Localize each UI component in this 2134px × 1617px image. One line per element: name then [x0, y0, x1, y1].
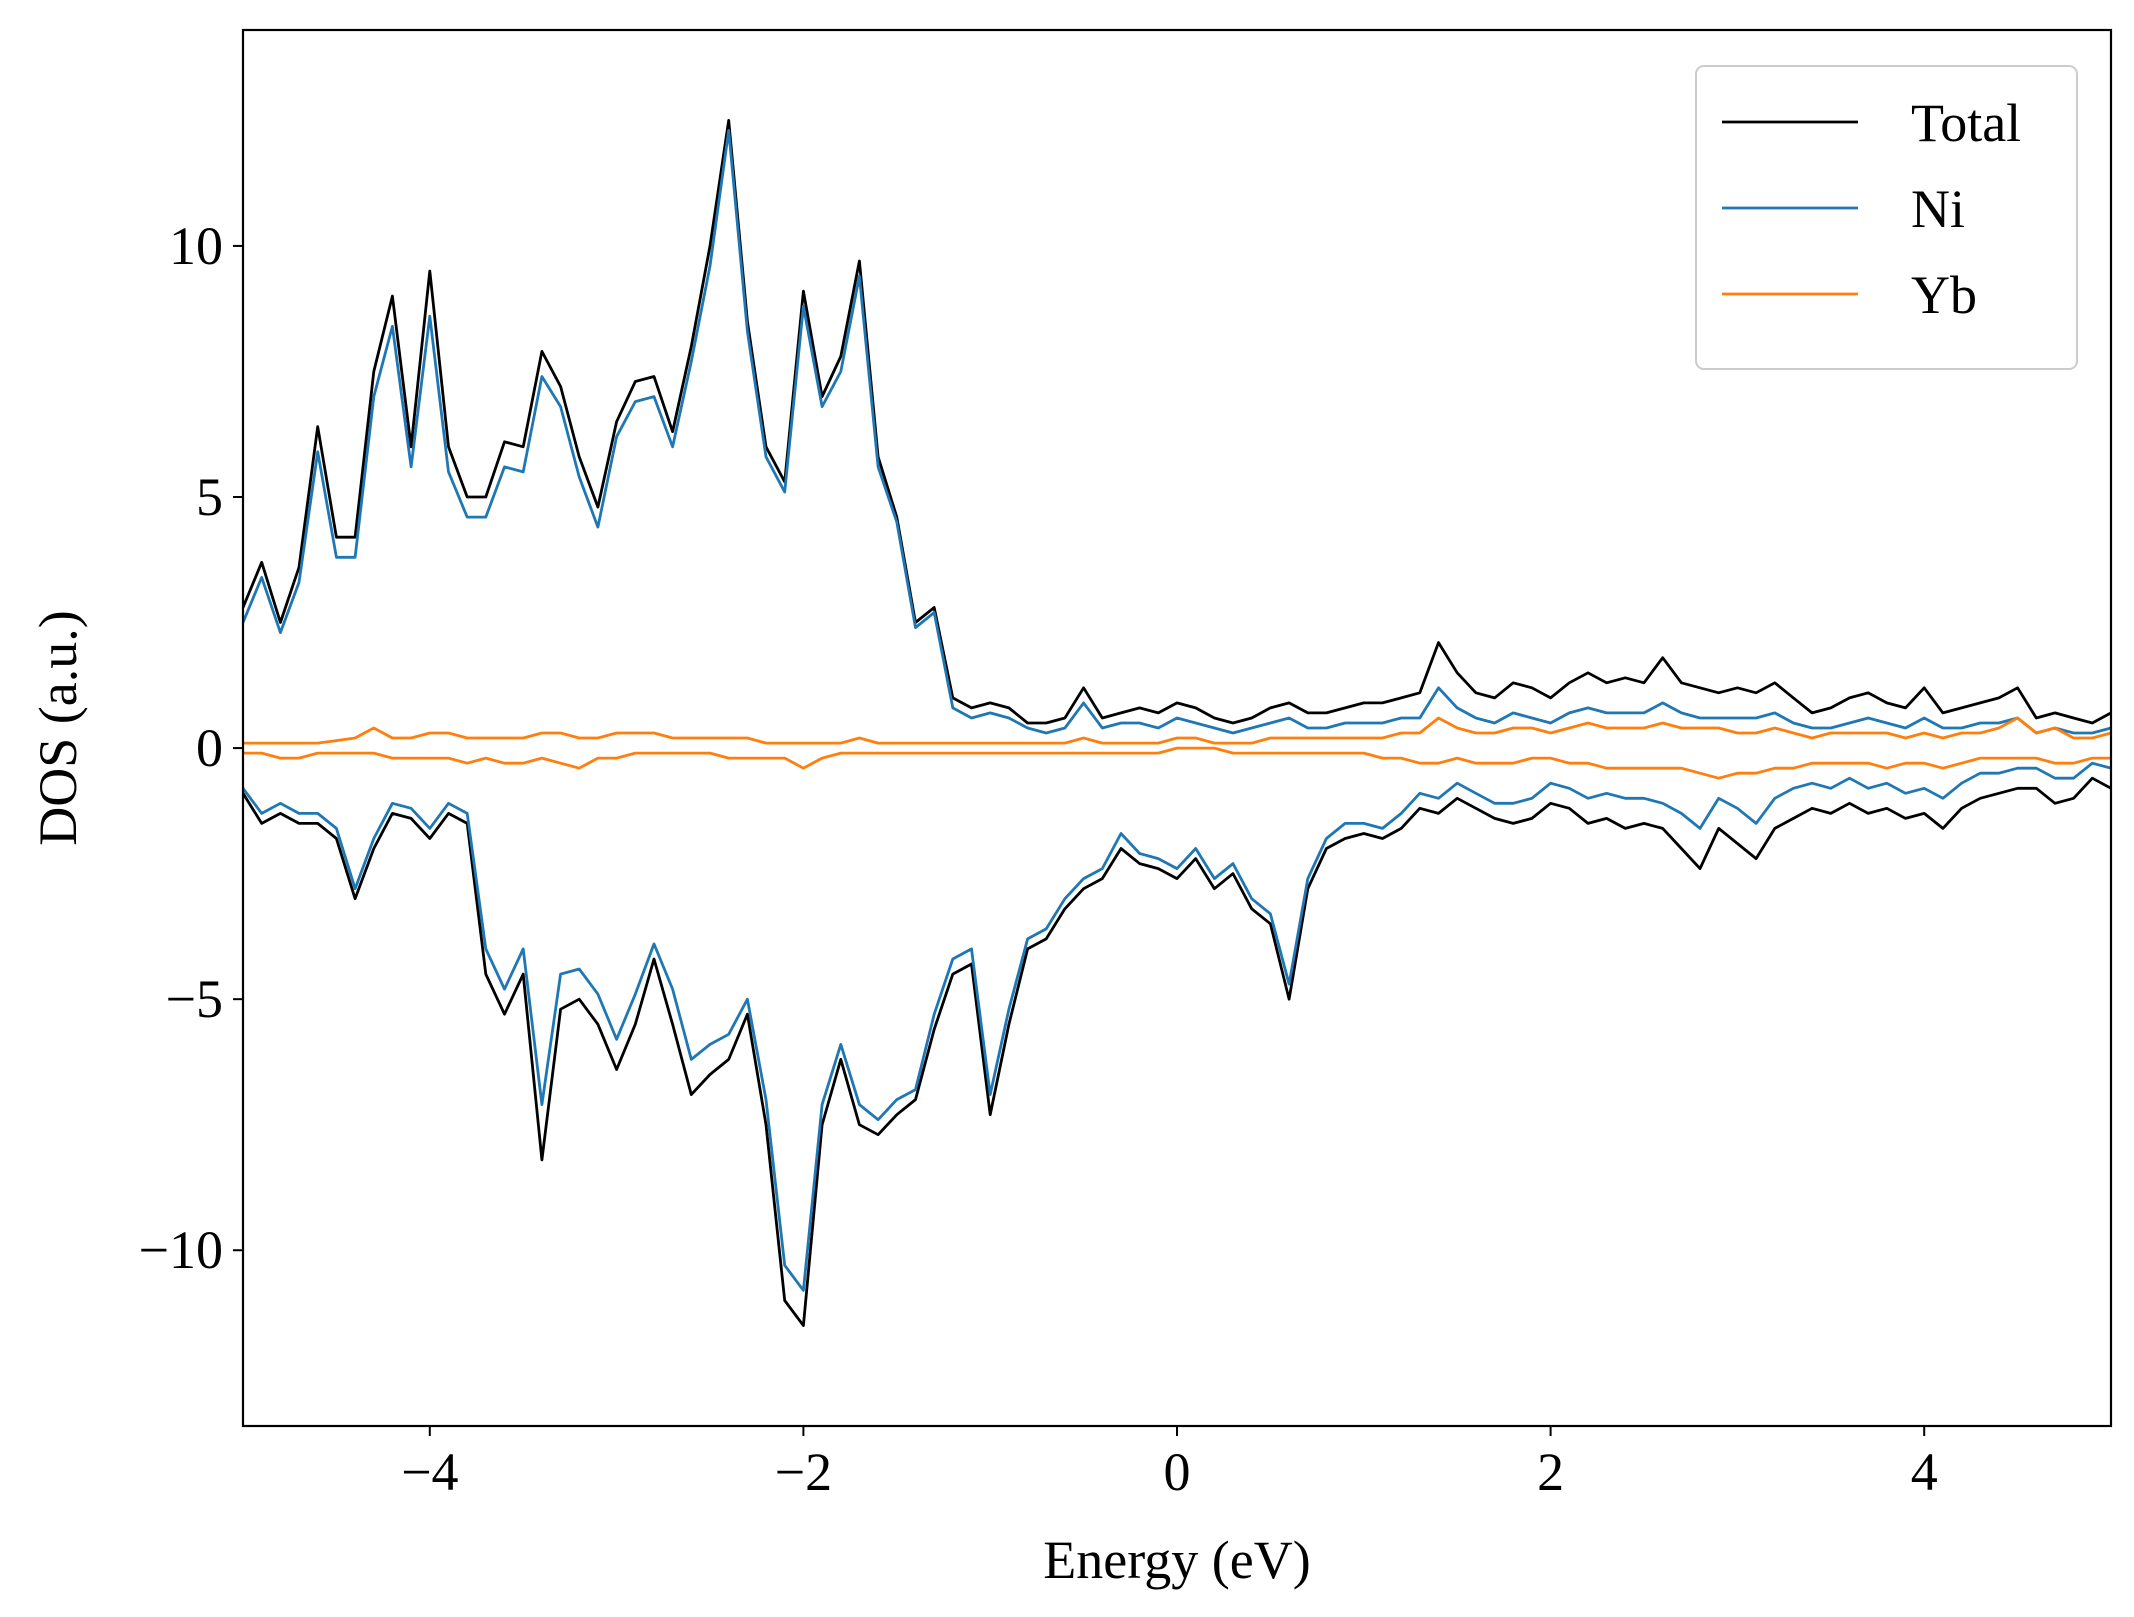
legend-label: Total: [1911, 93, 2021, 153]
dos-line: [243, 761, 2111, 1292]
x-tick-label: −4: [401, 1442, 458, 1502]
dos-line: [243, 746, 2111, 780]
x-tick-label: −2: [775, 1442, 832, 1502]
legend: Total Ni Yb: [1695, 65, 2078, 370]
y-tick-label: −5: [166, 969, 223, 1029]
dos-line: [243, 716, 2111, 745]
x-tick-label: 0: [1164, 1442, 1191, 1502]
y-tick-label: −10: [139, 1220, 223, 1280]
dos-line: [243, 129, 2111, 735]
x-tick-label: 2: [1537, 1442, 1564, 1502]
dos-line: [243, 119, 2111, 725]
legend-label: Ni: [1911, 179, 1965, 239]
x-tick-label: 4: [1911, 1442, 1938, 1502]
dos-line: [243, 776, 2111, 1327]
y-tick-label: 0: [196, 718, 223, 778]
plot-lines: [243, 119, 2111, 1327]
y-tick-label: 5: [196, 467, 223, 527]
y-axis-label: DOS (a.u.): [28, 610, 88, 845]
legend-label: Yb: [1911, 265, 1977, 325]
x-axis-label: Energy (eV): [1043, 1530, 1310, 1590]
y-tick-label: 10: [169, 216, 223, 276]
